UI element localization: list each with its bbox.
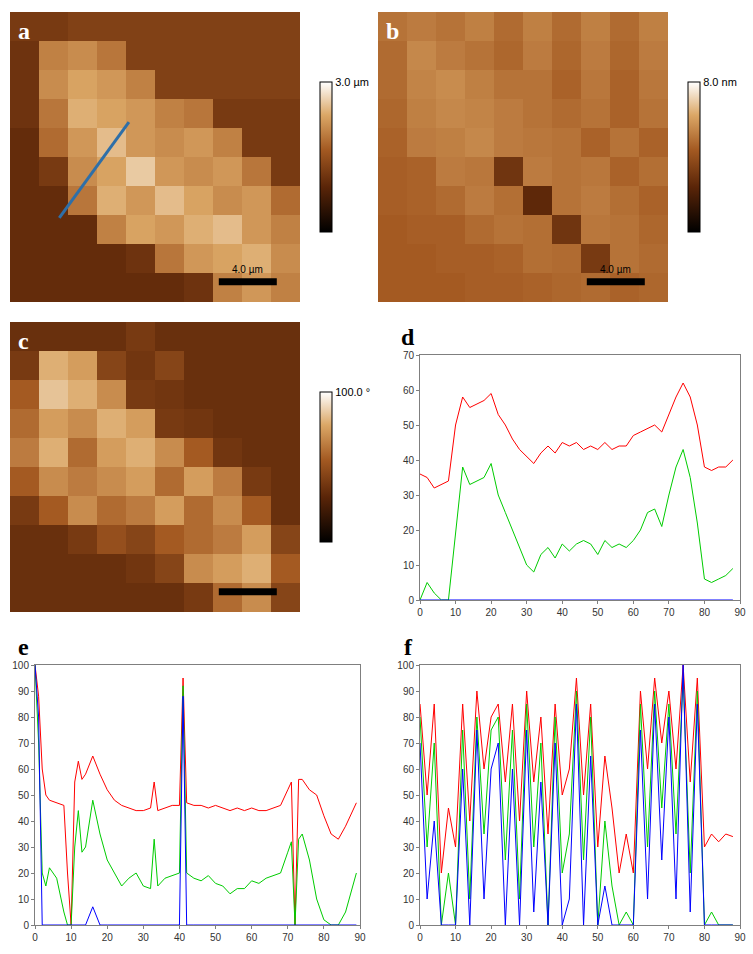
svg-text:90: 90 [734, 607, 746, 618]
svg-text:20: 20 [403, 525, 415, 536]
svg-text:0: 0 [417, 607, 423, 618]
svg-text:60: 60 [628, 607, 640, 618]
svg-text:40: 40 [174, 932, 186, 943]
svg-text:80: 80 [18, 712, 30, 723]
svg-text:4.0 µm: 4.0 µm [600, 264, 631, 275]
svg-text:80: 80 [699, 607, 711, 618]
svg-text:c: c [18, 328, 29, 354]
svg-text:50: 50 [210, 932, 222, 943]
svg-text:30: 30 [403, 490, 415, 501]
svg-text:50: 50 [403, 420, 415, 431]
svg-text:30: 30 [521, 932, 533, 943]
svg-text:0: 0 [408, 595, 414, 606]
svg-text:60: 60 [403, 764, 415, 775]
svg-text:80: 80 [403, 712, 415, 723]
svg-text:10: 10 [18, 894, 30, 905]
svg-text:100.0 °: 100.0 ° [335, 386, 370, 398]
svg-text:90: 90 [403, 686, 415, 697]
svg-text:10: 10 [66, 932, 78, 943]
svg-text:70: 70 [403, 350, 415, 361]
svg-text:40: 40 [18, 816, 30, 827]
svg-text:10: 10 [450, 932, 462, 943]
svg-text:40: 40 [403, 455, 415, 466]
svg-text:50: 50 [18, 790, 30, 801]
svg-text:0: 0 [23, 920, 29, 931]
svg-text:8.0 nm: 8.0 nm [703, 76, 737, 88]
svg-text:30: 30 [138, 932, 150, 943]
svg-text:0: 0 [417, 932, 423, 943]
svg-text:70: 70 [282, 932, 294, 943]
svg-text:a: a [18, 18, 30, 44]
svg-text:50: 50 [403, 790, 415, 801]
svg-text:60: 60 [246, 932, 258, 943]
svg-text:80: 80 [318, 932, 330, 943]
svg-text:90: 90 [734, 932, 746, 943]
svg-text:10: 10 [403, 894, 415, 905]
svg-text:0: 0 [32, 932, 38, 943]
svg-text:60: 60 [628, 932, 640, 943]
svg-text:60: 60 [403, 385, 415, 396]
svg-text:10: 10 [450, 607, 462, 618]
svg-text:40: 40 [557, 932, 569, 943]
svg-text:70: 70 [18, 738, 30, 749]
svg-text:0: 0 [408, 920, 414, 931]
svg-text:80: 80 [699, 932, 711, 943]
svg-text:f: f [404, 634, 413, 660]
svg-text:70: 70 [403, 738, 415, 749]
svg-text:50: 50 [592, 607, 604, 618]
svg-text:40: 40 [403, 816, 415, 827]
svg-text:70: 70 [663, 932, 675, 943]
svg-text:100: 100 [397, 660, 414, 671]
svg-text:60: 60 [18, 764, 30, 775]
svg-text:e: e [18, 634, 29, 660]
svg-text:d: d [401, 324, 415, 350]
svg-text:40: 40 [557, 607, 569, 618]
svg-text:90: 90 [18, 686, 30, 697]
svg-text:30: 30 [403, 842, 415, 853]
svg-text:20: 20 [486, 607, 498, 618]
svg-text:10: 10 [403, 560, 415, 571]
svg-text:20: 20 [18, 868, 30, 879]
svg-text:20: 20 [486, 932, 498, 943]
svg-text:90: 90 [354, 932, 366, 943]
svg-text:20: 20 [403, 868, 415, 879]
svg-text:30: 30 [521, 607, 533, 618]
svg-text:b: b [386, 18, 399, 44]
svg-text:100: 100 [12, 660, 29, 671]
svg-text:30: 30 [18, 842, 30, 853]
svg-text:20: 20 [102, 932, 114, 943]
svg-text:4.0 µm: 4.0 µm [232, 264, 263, 275]
svg-text:50: 50 [592, 932, 604, 943]
svg-text:3.0 µm: 3.0 µm [335, 76, 369, 88]
svg-text:70: 70 [663, 607, 675, 618]
